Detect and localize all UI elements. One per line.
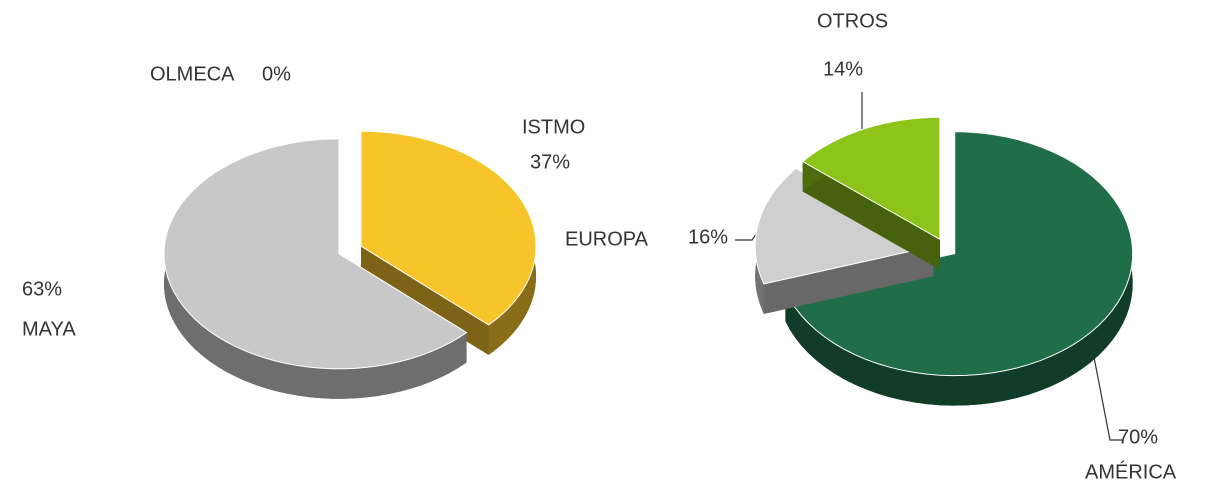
category-label: ISTMO (522, 116, 585, 138)
slice-top (801, 116, 941, 241)
value-label: 14% (823, 58, 863, 80)
value-label: 37% (530, 151, 570, 173)
slice-top (360, 130, 537, 326)
slice-top (163, 138, 468, 370)
value-label: 63% (22, 278, 62, 300)
value-label: 0% (262, 63, 291, 85)
slice-top (754, 167, 935, 285)
category-label: AMÉRICA (1085, 460, 1177, 483)
value-label: 16% (688, 226, 728, 248)
slice (163, 138, 468, 399)
slice (801, 116, 941, 270)
slice-cut (802, 161, 940, 270)
category-label: EUROPA (565, 228, 649, 250)
leader-line (1092, 351, 1122, 441)
category-label: OTROS (817, 10, 888, 32)
slice-cut (763, 246, 934, 314)
slice-top (784, 131, 1134, 377)
value-label: 70% (1118, 426, 1158, 448)
category-label: OLMECA (150, 63, 235, 85)
category-label: MAYA (22, 318, 76, 340)
slice-side (164, 138, 467, 399)
